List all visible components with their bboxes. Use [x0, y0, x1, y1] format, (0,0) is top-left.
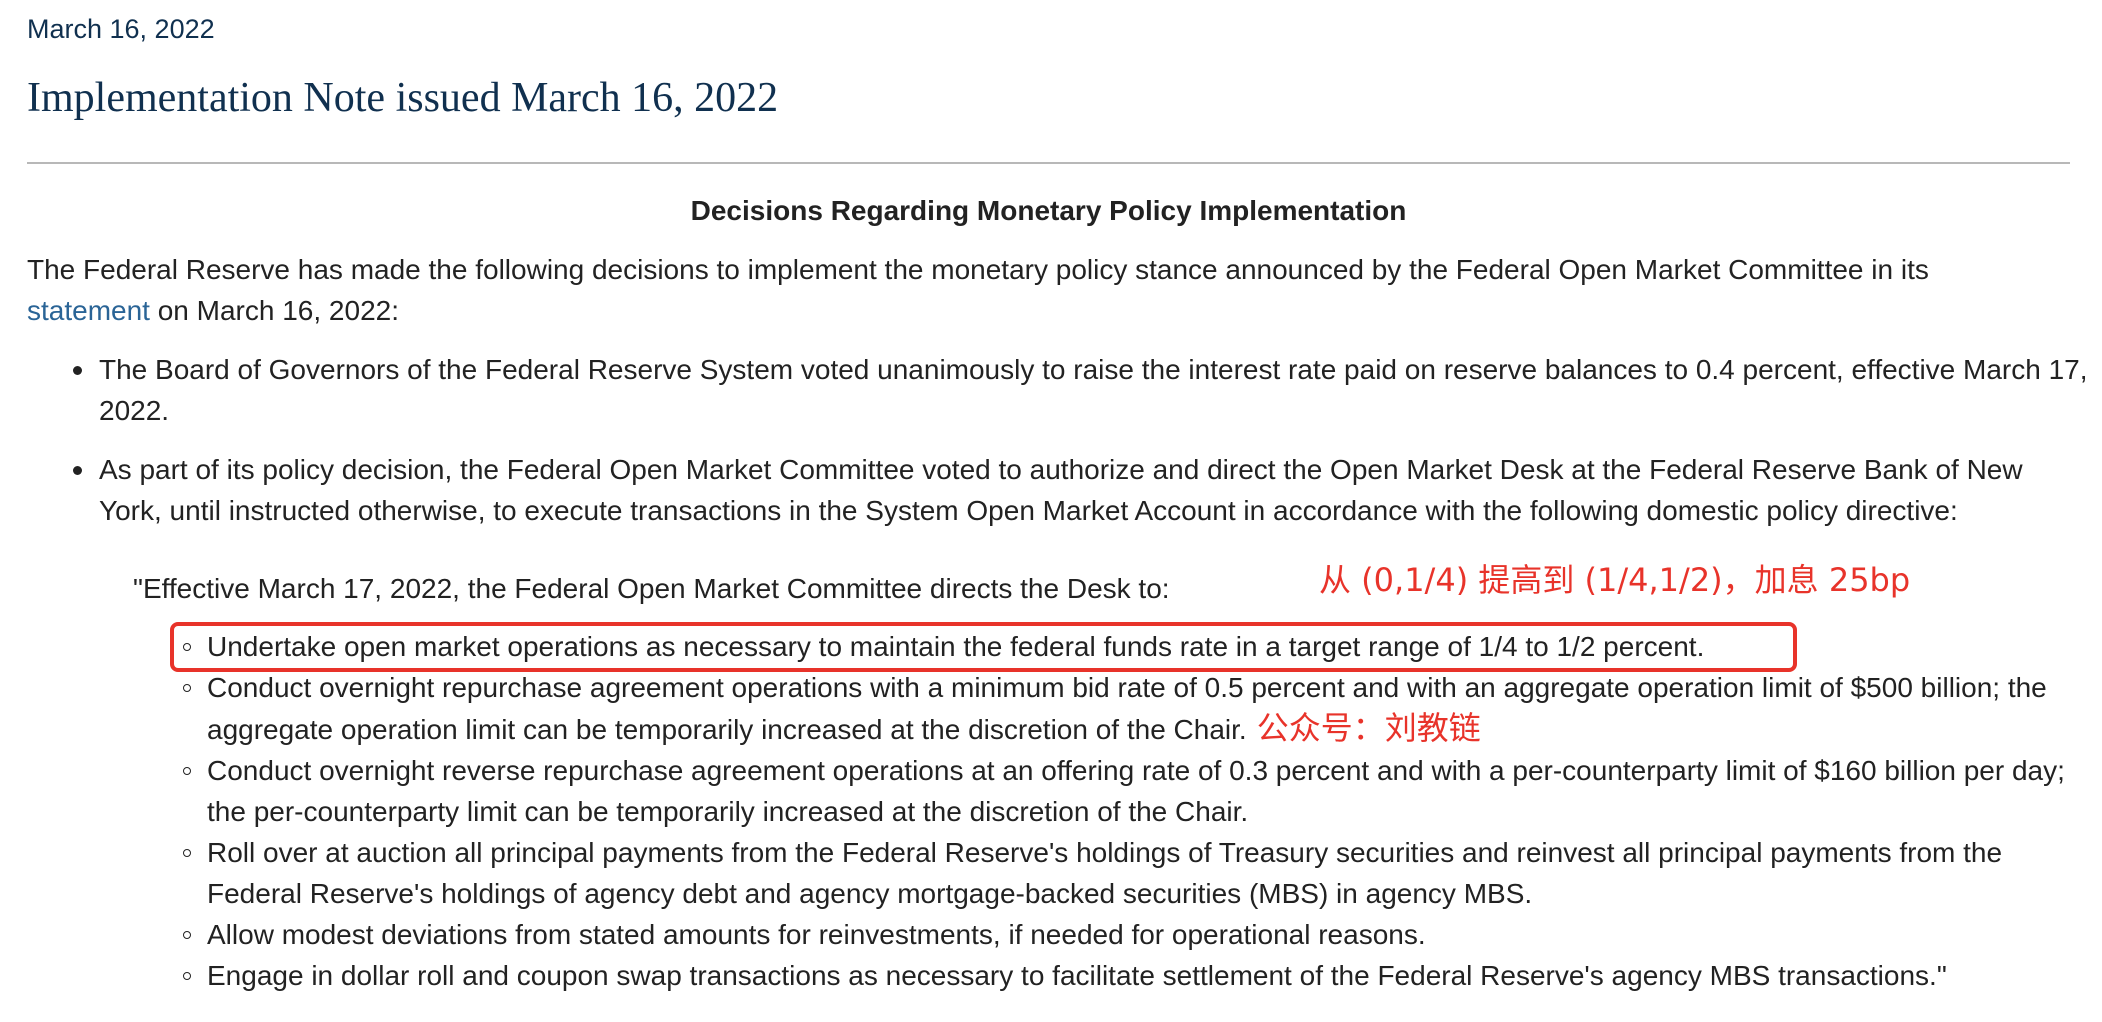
circle-bullet: [183, 849, 191, 857]
directive-item-text: Undertake open market operations as nece…: [207, 631, 1705, 662]
directive-list: Undertake open market operations as nece…: [183, 626, 2077, 996]
section-heading: Decisions Regarding Monetary Policy Impl…: [690, 195, 1407, 226]
intro-text-end: on March 16, 2022:: [149, 295, 399, 326]
bullet-dot: [73, 366, 82, 375]
rate-annotation: 从 (0,1/4) 提高到 (1/4,1/2)，加息 25bp: [1319, 561, 1911, 599]
statement-link[interactable]: statement: [27, 295, 150, 326]
directive-item: Undertake open market operations as nece…: [183, 626, 2077, 667]
page-title: Implementation Note issued March 16, 202…: [27, 75, 779, 121]
circle-bullet: [183, 972, 191, 980]
bullet-text: The Board of Governors of the Federal Re…: [99, 354, 2088, 426]
directive-item: Conduct overnight repurchase agreement o…: [183, 667, 2077, 750]
publication-date: March 16, 2022: [27, 14, 215, 44]
directive-item-text: Conduct overnight reverse repurchase agr…: [207, 755, 2065, 827]
document-page: March 16, 2022 Implementation Note issue…: [27, 0, 2088, 1022]
circle-bullet: [183, 684, 191, 692]
directive-item: Conduct overnight reverse repurchase agr…: [183, 750, 2077, 832]
intro-text-start: The Federal Reserve has made the followi…: [27, 254, 1929, 285]
directive-item-text: Conduct overnight repurchase agreement o…: [207, 672, 2047, 745]
account-annotation: 公众号：刘教链: [1256, 709, 1481, 747]
directive-item-text: Engage in dollar roll and coupon swap tr…: [207, 960, 1947, 991]
directive-item: Engage in dollar roll and coupon swap tr…: [183, 955, 2077, 996]
divider: [27, 162, 2070, 164]
directive-item: Allow modest deviations from stated amou…: [183, 914, 2077, 955]
directive-item: Roll over at auction all principal payme…: [183, 832, 2077, 914]
bullet-dot: [73, 466, 82, 475]
directive-item-text: Roll over at auction all principal payme…: [207, 837, 2003, 909]
circle-bullet: [183, 643, 191, 651]
directive-intro: "Effective March 17, 2022, the Federal O…: [133, 573, 1170, 604]
circle-bullet: [183, 931, 191, 939]
directive-item-text: Allow modest deviations from stated amou…: [207, 919, 1426, 950]
intro-paragraph: The Federal Reserve has made the followi…: [27, 249, 2057, 331]
bullet-text: As part of its policy decision, the Fede…: [99, 454, 2023, 526]
list-item: As part of its policy decision, the Fede…: [73, 449, 2089, 531]
list-item: The Board of Governors of the Federal Re…: [73, 349, 2089, 431]
highlight-box: [170, 622, 1797, 672]
circle-bullet: [183, 767, 191, 775]
